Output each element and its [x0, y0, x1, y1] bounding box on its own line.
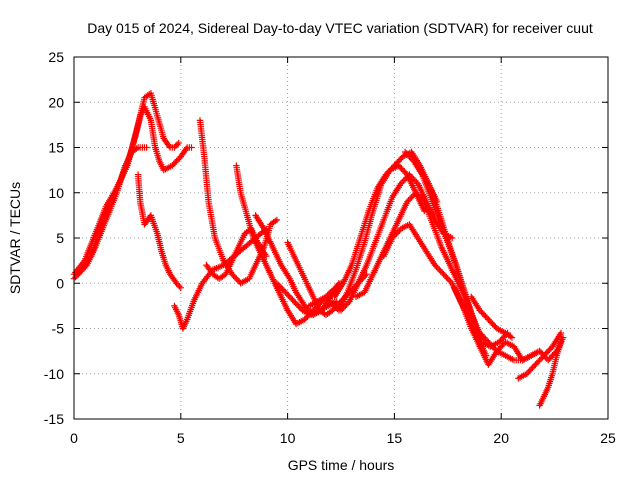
- series-markers: [273, 280, 340, 319]
- y-tick-label: -5: [52, 321, 65, 337]
- y-axis-label: SDTVAR / TECUs: [7, 182, 23, 294]
- series-track-13: [327, 162, 428, 314]
- series-track-18: [416, 166, 543, 364]
- y-tick-label: 20: [48, 94, 64, 110]
- series-track-3: [75, 144, 150, 278]
- x-tick-label: 20: [493, 430, 509, 446]
- series-track-20: [468, 293, 516, 341]
- y-tick-label: 5: [56, 230, 64, 246]
- y-tick-label: 10: [48, 185, 64, 201]
- chart-title: Day 015 of 2024, Sidereal Day-to-day VTE…: [87, 20, 593, 36]
- y-tick-label: 25: [48, 49, 64, 65]
- series-markers: [451, 284, 535, 368]
- x-tick-label: 0: [70, 430, 78, 446]
- series-markers: [196, 117, 281, 287]
- series-markers: [536, 338, 565, 409]
- series-track-14: [337, 171, 456, 314]
- y-tick-label: -15: [44, 411, 64, 427]
- series-markers: [327, 162, 428, 314]
- series-track-10: [273, 280, 340, 319]
- series-track-19: [451, 284, 535, 368]
- series-markers: [75, 144, 150, 278]
- series-markers: [337, 171, 456, 314]
- x-tick-label: 25: [600, 430, 616, 446]
- y-tick-label: 0: [56, 275, 64, 291]
- series-markers: [416, 166, 543, 364]
- series-track-23: [536, 338, 565, 409]
- y-tick-label: 15: [48, 140, 64, 156]
- grid: [74, 57, 608, 419]
- x-axis-label: GPS time / hours: [288, 457, 395, 473]
- series-track-4: [134, 171, 184, 291]
- series-markers: [468, 293, 516, 341]
- x-tick-label: 5: [177, 430, 185, 446]
- series-markers: [134, 171, 184, 291]
- series-track-6: [196, 117, 281, 287]
- x-tick-label: 15: [387, 430, 403, 446]
- axis-ticks: 0 5 10 15 20 25 -15 -10 -5 0 5 10 15 20 25: [44, 49, 616, 446]
- y-tick-label: -10: [44, 366, 64, 382]
- x-tick-label: 10: [280, 430, 296, 446]
